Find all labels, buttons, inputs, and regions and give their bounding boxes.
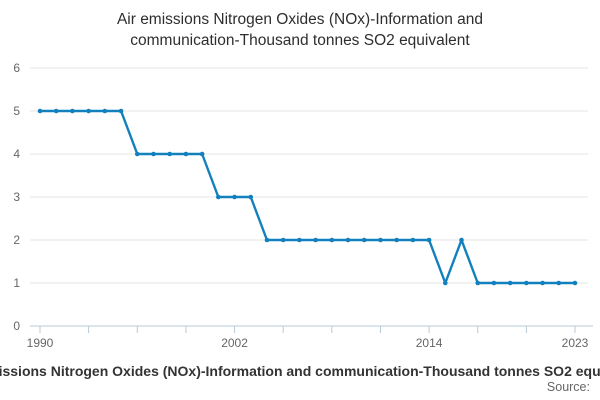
svg-text:2023: 2023	[562, 336, 589, 350]
chart-title: Air emissions Nitrogen Oxides (NOx)-Info…	[0, 9, 600, 51]
legend: Air emissions Nitrogen Oxides (NOx)-Info…	[0, 362, 600, 381]
svg-text:2: 2	[13, 233, 20, 247]
svg-text:3: 3	[13, 190, 20, 204]
svg-text:5: 5	[13, 104, 20, 118]
svg-text:2002: 2002	[221, 336, 248, 350]
chart-title-line-2: communication-Thousand tonnes SO2 equiva…	[130, 32, 470, 49]
legend-series-label: Air emissions Nitrogen Oxides (NOx)-Info…	[0, 363, 600, 379]
source-label: Source:	[546, 380, 590, 394]
svg-text:0: 0	[13, 319, 20, 333]
svg-text:4: 4	[13, 147, 20, 161]
chart-title-line-1: Air emissions Nitrogen Oxides (NOx)-Info…	[116, 11, 484, 28]
svg-text:6: 6	[13, 61, 20, 75]
svg-text:1: 1	[13, 276, 20, 290]
svg-text:1990: 1990	[27, 336, 54, 350]
svg-text:2014: 2014	[416, 336, 443, 350]
